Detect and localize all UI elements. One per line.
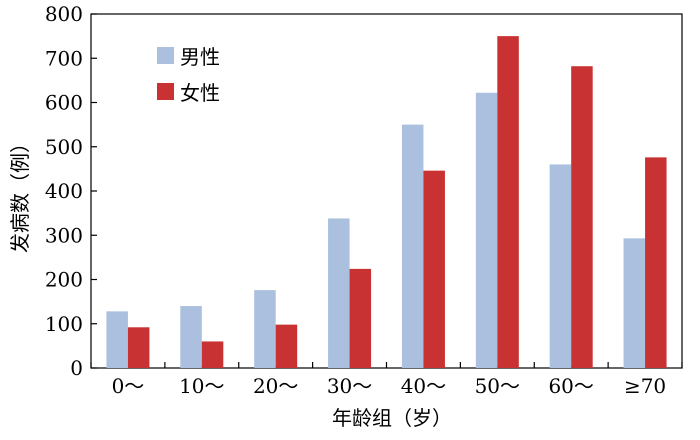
x-axis-ticks: 0～ 10～ 20～ 30～ 40～ 50～ 60～ ≥70: [90, 362, 683, 398]
legend-label-female: 女性: [180, 81, 220, 105]
x-tick-label: 40～: [401, 374, 446, 398]
bar-male-7: [623, 238, 646, 368]
x-tick-label: 60～: [548, 374, 593, 398]
bar-male-1: [180, 306, 202, 368]
bar-male-0: [106, 311, 128, 368]
bar-female-7: [645, 157, 667, 368]
y-tick-label: 200: [45, 268, 83, 292]
y-tick-label: 800: [45, 2, 83, 26]
x-tick-label: 30～: [327, 374, 372, 398]
bars: [106, 36, 667, 368]
y-axis-title: 发病数（例）: [8, 133, 32, 253]
legend: 男性 女性: [157, 45, 220, 105]
y-tick-label: 300: [45, 223, 83, 247]
bar-male-2: [254, 290, 276, 368]
y-tick-label: 0: [70, 356, 83, 380]
bar-female-0: [127, 327, 150, 368]
x-tick-label: 10～: [179, 374, 224, 398]
y-tick-label: 700: [45, 46, 83, 70]
x-tick-label: ≥70: [624, 374, 666, 398]
bar-female-3: [349, 268, 372, 368]
y-tick-label: 400: [45, 179, 83, 203]
legend-swatch-female: [157, 83, 174, 100]
x-tick-label: 0～: [112, 374, 145, 398]
bar-male-3: [328, 218, 350, 368]
bar-female-4: [423, 170, 445, 368]
legend-label-male: 男性: [180, 45, 220, 69]
y-tick-label: 600: [45, 91, 83, 115]
legend-swatch-male: [157, 47, 174, 64]
x-axis-title: 年龄组（岁）: [332, 406, 452, 430]
y-tick-label: 500: [45, 135, 83, 159]
bar-male-4: [401, 124, 424, 368]
bar-female-1: [201, 341, 224, 368]
bar-male-6: [549, 164, 572, 368]
bar-female-6: [571, 66, 593, 368]
y-axis-ticks: 0 100 200 300 400 500 600 700 800: [45, 2, 97, 380]
bar-female-5: [497, 36, 519, 368]
bar-male-5: [475, 92, 498, 368]
y-tick-label: 100: [45, 312, 83, 336]
x-tick-label: 50～: [475, 374, 520, 398]
x-tick-label: 20～: [253, 374, 298, 398]
bar-female-2: [275, 324, 298, 368]
